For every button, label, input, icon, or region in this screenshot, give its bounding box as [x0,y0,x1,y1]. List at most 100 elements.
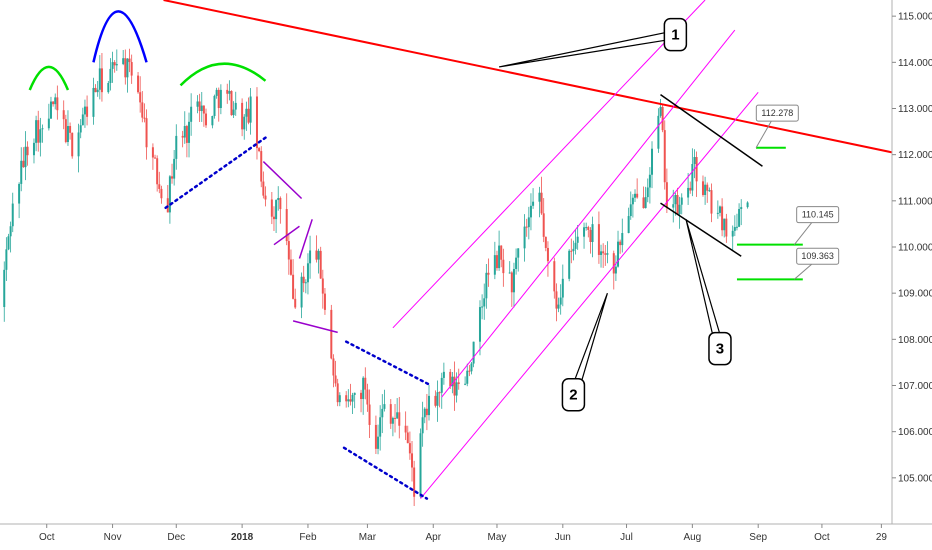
candle-body [360,392,363,400]
candle-body [423,408,426,418]
candle-body [234,102,237,110]
candle-body [532,201,535,206]
y-tick-label: 110.000 [898,242,932,253]
candle-body [634,193,637,198]
candle-body [54,97,57,105]
candle [374,415,377,455]
candle-body [143,117,146,119]
candle [258,146,261,153]
candle-body [546,247,549,262]
candle [612,250,615,290]
candle-body [7,236,10,250]
candle-body [659,106,662,116]
candle [406,425,409,444]
candle-body [425,408,428,416]
x-tick-label: Jul [620,532,633,543]
x-tick: Jul [620,524,633,543]
candle [321,269,324,309]
candle-body [334,375,337,384]
candle-body [738,208,741,227]
candle-body [481,306,484,308]
candle-body [555,291,558,309]
candle-body [366,389,369,405]
callout-label: 2 [569,387,577,404]
candle-body [351,394,354,402]
candle-body [636,193,639,198]
x-tick-label: Sep [749,532,767,543]
candle [508,261,511,274]
candle [442,362,445,385]
candle-body [512,268,515,293]
candle [583,222,586,249]
candle-body [574,242,577,249]
candle [285,193,288,246]
candle [738,203,741,228]
candle-body [3,269,6,308]
candle [425,393,428,431]
candle [171,163,174,184]
candle [644,186,647,209]
candle [260,146,263,188]
candle [217,87,220,122]
candle [510,271,513,307]
candle-body [35,120,38,143]
candle [219,84,222,115]
candle-body [455,382,458,396]
y-tick-label: 112.000 [898,150,932,161]
candle [353,392,356,409]
candle [523,214,526,262]
candle [544,236,547,252]
purple-line-a [262,161,303,200]
channel-middle-line [441,29,736,398]
candle-body [672,204,675,208]
candle [423,407,426,424]
candle [9,221,12,253]
candle [232,101,235,119]
candle-body [232,109,235,116]
x-tick: Oct [814,524,830,543]
candle [226,83,229,104]
candle-body [517,248,520,258]
candle-body [32,142,35,156]
candle-body [723,218,726,231]
candle-body [272,216,275,220]
callout-box [708,331,732,366]
candle [502,248,505,287]
candle-body [332,358,335,376]
candle-body [648,174,651,188]
candle [64,114,67,144]
candle [661,103,664,133]
candle-body [544,236,547,248]
candle [35,115,38,152]
candle-body [391,417,394,424]
callout-2: 2 [561,292,608,412]
candle [198,93,201,122]
callout-label: 1 [671,27,679,44]
price-label: 112.278 [755,104,799,148]
candle-body [508,272,511,274]
candle [466,363,469,387]
candle-body [621,233,624,246]
candle [606,241,609,264]
candle-body [26,146,29,156]
y-tick-label: 111.000 [898,196,932,207]
candle-body [466,370,469,384]
candle [300,272,303,319]
candle-body [419,433,422,497]
candle-body [11,203,14,227]
candle-body [583,227,586,237]
candle [553,257,556,299]
candle [202,105,205,127]
candle-body [168,176,171,213]
candle-body [374,424,377,449]
wedge-upper-dotted [344,340,433,387]
candle [364,367,367,400]
candle [689,181,692,194]
candle [619,239,622,254]
candle-body [689,187,692,191]
x-tick-label: Apr [425,532,441,543]
y-tick-label: 105.000 [898,473,932,484]
candle-body [213,95,216,117]
candle [483,283,486,320]
candle [306,253,309,295]
